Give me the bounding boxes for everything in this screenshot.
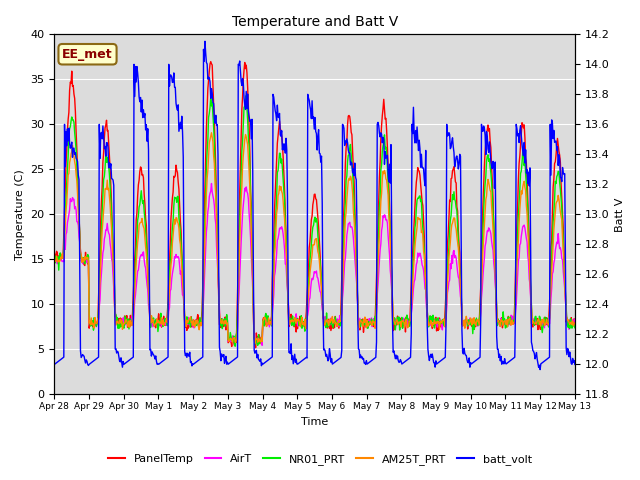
NR01_PRT <box>60 244 68 250</box>
batt_volt <box>536 367 544 372</box>
AM25T_PRT <box>571 320 579 326</box>
batt_volt <box>201 38 209 44</box>
Text: EE_met: EE_met <box>62 48 113 61</box>
AirT <box>571 316 579 322</box>
NR01_PRT <box>113 314 121 320</box>
AirT <box>51 258 58 264</box>
Line: AM25T_PRT: AM25T_PRT <box>54 133 575 343</box>
PanelTemp <box>571 322 579 327</box>
PanelTemp <box>207 59 214 64</box>
PanelTemp <box>394 316 402 322</box>
batt_volt <box>113 348 121 354</box>
NR01_PRT <box>166 259 174 264</box>
AirT <box>166 288 174 294</box>
AM25T_PRT <box>166 273 174 279</box>
Legend: PanelTemp, AirT, NR01_PRT, AM25T_PRT, batt_volt: PanelTemp, AirT, NR01_PRT, AM25T_PRT, ba… <box>104 450 536 469</box>
AM25T_PRT <box>113 318 121 324</box>
AM25T_PRT <box>394 322 402 327</box>
batt_volt <box>571 361 579 367</box>
batt_volt <box>60 354 68 360</box>
NR01_PRT <box>394 319 402 325</box>
NR01_PRT <box>232 343 239 349</box>
NR01_PRT <box>571 325 579 331</box>
AirT <box>394 317 402 323</box>
AirT <box>207 180 215 186</box>
Line: batt_volt: batt_volt <box>54 41 575 370</box>
AirT <box>379 213 387 219</box>
batt_volt <box>51 361 58 367</box>
PanelTemp <box>51 250 58 256</box>
batt_volt <box>194 358 202 364</box>
Line: PanelTemp: PanelTemp <box>54 61 575 348</box>
Y-axis label: Temperature (C): Temperature (C) <box>15 169 25 260</box>
AirT <box>259 342 266 348</box>
AM25T_PRT <box>60 255 68 261</box>
NR01_PRT <box>194 322 202 327</box>
PanelTemp <box>166 241 174 247</box>
PanelTemp <box>60 232 68 238</box>
PanelTemp <box>252 345 259 350</box>
AM25T_PRT <box>51 259 58 264</box>
NR01_PRT <box>51 256 58 262</box>
AM25T_PRT <box>251 340 259 346</box>
batt_volt <box>378 140 386 146</box>
Title: Temperature and Batt V: Temperature and Batt V <box>232 15 397 29</box>
NR01_PRT <box>243 93 250 98</box>
AM25T_PRT <box>207 130 215 136</box>
AM25T_PRT <box>194 318 202 324</box>
batt_volt <box>394 353 401 359</box>
batt_volt <box>166 72 174 78</box>
Line: NR01_PRT: NR01_PRT <box>54 96 575 346</box>
PanelTemp <box>194 312 202 317</box>
PanelTemp <box>113 320 121 326</box>
PanelTemp <box>379 106 387 111</box>
AirT <box>60 259 68 264</box>
AirT <box>113 320 121 325</box>
NR01_PRT <box>379 143 387 148</box>
X-axis label: Time: Time <box>301 417 328 427</box>
Y-axis label: Batt V: Batt V <box>615 197 625 231</box>
Line: AirT: AirT <box>54 183 575 345</box>
AirT <box>194 319 202 324</box>
AM25T_PRT <box>379 168 387 174</box>
